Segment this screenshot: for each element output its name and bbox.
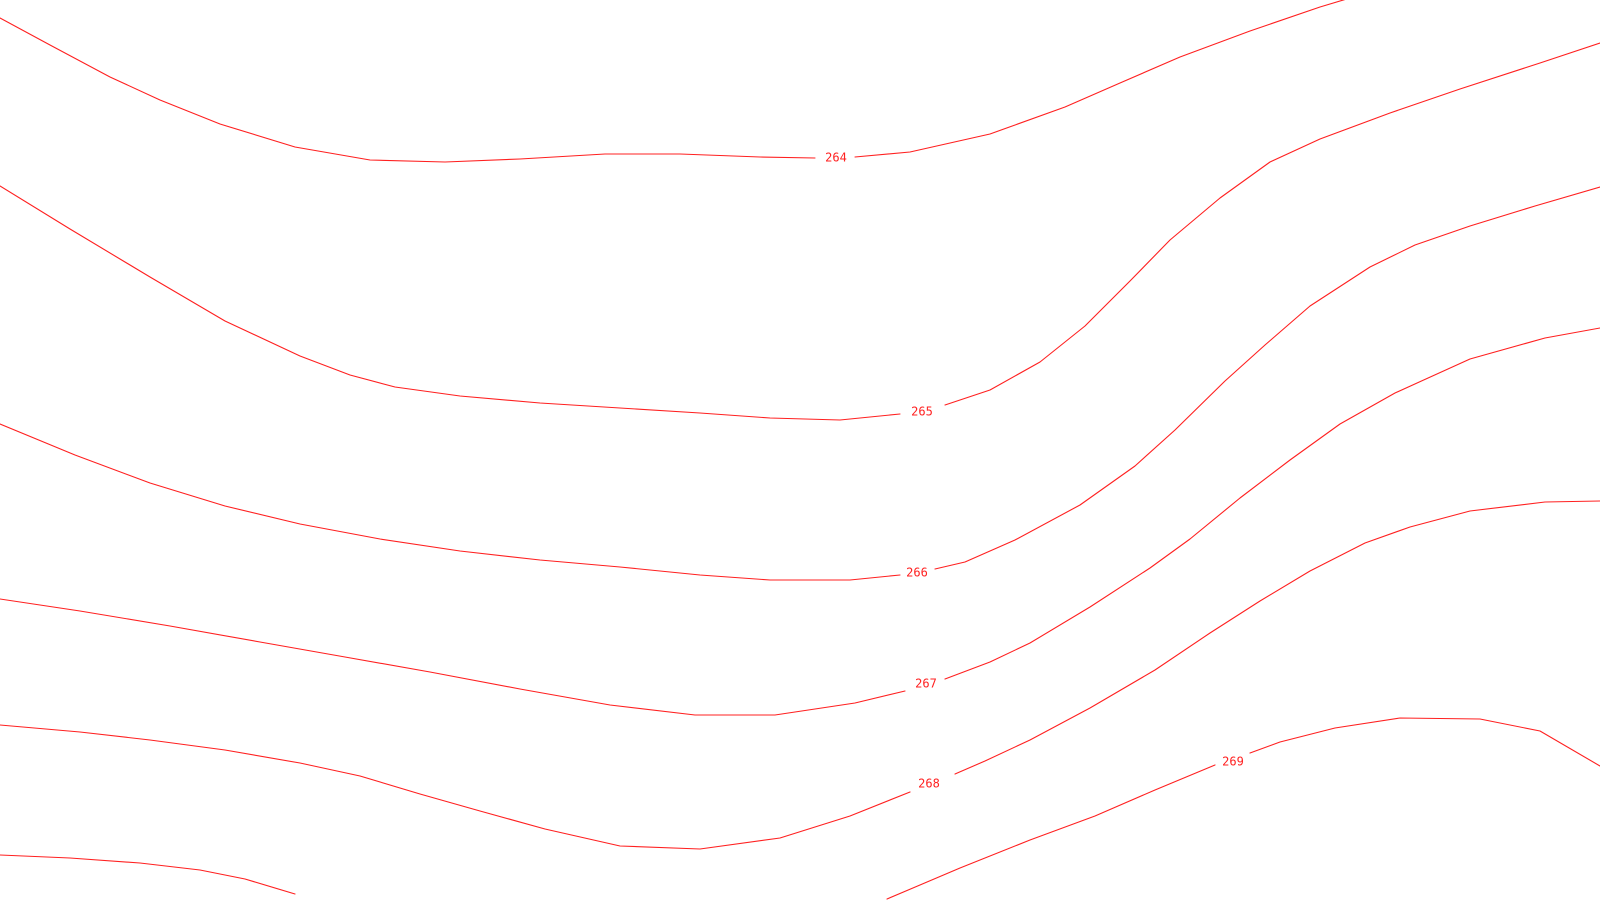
- contour-line-267: [0, 598, 906, 716]
- contour-line-267-b: [944, 327, 1600, 680]
- contour-label-background: [917, 776, 941, 791]
- contour-label-background: [824, 150, 848, 165]
- contour-lower-left: [0, 854, 296, 895]
- contour-label-268: 268: [918, 777, 940, 791]
- contour-label-265: 265: [911, 405, 933, 419]
- contour-265: 265: [0, 185, 946, 421]
- contour-label-264: 264: [825, 151, 847, 165]
- contour-line-264-east: [944, 42, 1600, 406]
- contour-label-266: 266: [906, 566, 928, 580]
- contour-line-269-b: [1249, 717, 1600, 767]
- contour-label-background: [1221, 754, 1245, 769]
- contour-264: 264: [0, 0, 1346, 165]
- contour-267: 267: [0, 327, 1600, 716]
- contour-line-lower-left: [0, 854, 296, 895]
- contour-264-east: [944, 42, 1600, 406]
- contour-line-266: [0, 423, 901, 581]
- contour-line-264-b: [854, 0, 1346, 158]
- contour-266: 266: [0, 186, 1600, 581]
- contour-269: 269: [886, 717, 1600, 900]
- contour-line-268-b: [954, 500, 1600, 775]
- contour-line-268: [0, 724, 911, 850]
- contour-line-269: [886, 764, 1216, 900]
- contour-label-background: [910, 404, 934, 419]
- contour-line-266-b: [934, 186, 1600, 570]
- contour-line-264: [0, 17, 816, 163]
- contour-268: 268: [0, 500, 1600, 850]
- contour-label-background: [905, 565, 929, 580]
- contour-label-269: 269: [1222, 755, 1244, 769]
- contour-label-267: 267: [915, 677, 937, 691]
- contour-line-265: [0, 185, 901, 421]
- contour-label-background: [914, 676, 938, 691]
